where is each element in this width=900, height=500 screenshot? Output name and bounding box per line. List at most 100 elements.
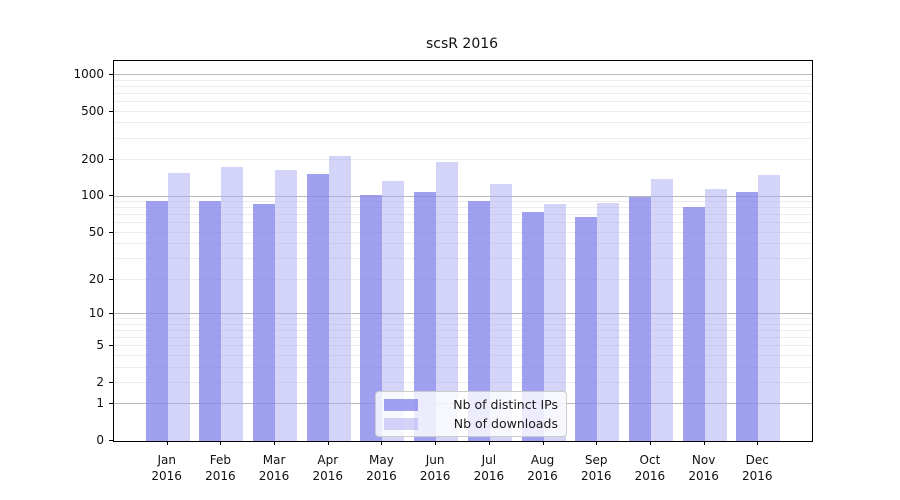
minor-gridline [114, 323, 812, 325]
bar-downloads-oct [650, 178, 673, 441]
y-tick-label-20: 20 [88, 271, 104, 286]
x-tick [435, 441, 437, 445]
minor-gridline [114, 214, 812, 216]
bar-downloads-nov [704, 188, 727, 441]
legend-item-downloads: Nb of downloads [384, 416, 558, 431]
x-tick [327, 441, 329, 445]
bar-downloads-dec [758, 175, 781, 441]
x-tick-label-jan: Jan 2016 [151, 453, 182, 483]
legend-label-distinct-ips: Nb of distinct IPs [453, 397, 558, 412]
y-tick [109, 73, 113, 75]
minor-gridline [114, 366, 812, 368]
x-tick [381, 441, 383, 445]
y-tick [109, 312, 113, 314]
minor-gridline [114, 201, 812, 203]
bar-ips-apr [306, 174, 329, 441]
y-tick [109, 403, 113, 405]
y-tick-label-2: 2 [96, 374, 104, 389]
x-tick-label-jul: Jul 2016 [473, 453, 505, 483]
x-tick [757, 441, 759, 445]
minor-gridline [114, 159, 812, 161]
major-gridline-100 [114, 195, 812, 197]
minor-gridline [114, 381, 812, 383]
minor-gridline [114, 222, 812, 224]
x-tick [542, 441, 544, 445]
minor-gridline [114, 345, 812, 347]
bar-downloads-feb [221, 166, 244, 441]
x-tick [596, 441, 598, 445]
legend: Nb of distinct IPs Nb of downloads [375, 391, 567, 437]
y-tick-label-10: 10 [88, 305, 104, 320]
minor-gridline [114, 336, 812, 338]
y-tick [109, 381, 113, 383]
x-tick-label-apr: Apr 2016 [312, 453, 344, 483]
y-tick-label-1: 1 [96, 396, 104, 411]
minor-gridline [114, 85, 812, 87]
bar-downloads-may [382, 180, 405, 441]
y-tick [109, 278, 113, 280]
bar-downloads-jan [167, 173, 190, 441]
bar-ips-sep [575, 216, 598, 441]
minor-gridline [114, 243, 812, 245]
minor-gridline [114, 92, 812, 94]
bar-ips-oct [628, 196, 651, 441]
minor-gridline [114, 101, 812, 103]
legend-label-downloads: Nb of downloads [453, 416, 558, 431]
bar-downloads-aug [543, 203, 566, 441]
legend-swatch-downloads [384, 417, 418, 430]
x-tick-label-sep: Sep 2016 [580, 453, 612, 483]
y-tick [109, 110, 113, 112]
x-tick [649, 441, 651, 445]
y-tick [109, 345, 113, 347]
x-tick [703, 441, 705, 445]
y-tick-label-50: 50 [88, 224, 104, 239]
bar-ips-jul [467, 200, 490, 441]
minor-gridline [114, 231, 812, 233]
minor-gridline [114, 207, 812, 209]
bar-ips-dec [736, 191, 759, 441]
bar-ips-nov [682, 206, 705, 441]
y-tick [109, 440, 113, 441]
y-tick-label-5: 5 [96, 338, 104, 353]
bar-ips-jan [145, 200, 168, 441]
y-tick [109, 231, 113, 233]
x-tick-label-nov: Nov 2016 [688, 453, 719, 483]
minor-gridline [114, 329, 812, 331]
x-tick-label-feb: Feb 2016 [205, 453, 236, 483]
legend-item-distinct-ips: Nb of distinct IPs [384, 397, 558, 412]
bar-ips-mar [253, 204, 276, 441]
minor-gridline [114, 258, 812, 260]
bar-ips-jun [414, 192, 437, 441]
minor-gridline [114, 110, 812, 112]
y-tick [109, 159, 113, 161]
x-tick-label-aug: Aug 2016 [527, 453, 558, 483]
bar-downloads-jul [489, 184, 512, 441]
y-tick [109, 195, 113, 197]
bar-downloads-sep [597, 202, 620, 441]
x-tick [220, 441, 222, 445]
bar-ips-aug [521, 212, 544, 441]
bar-ips-may [360, 195, 383, 441]
minor-gridline [114, 318, 812, 320]
x-tick [274, 441, 276, 445]
x-tick-label-oct: Oct 2016 [634, 453, 666, 483]
major-gridline-1000 [114, 73, 812, 75]
y-tick-label-100: 100 [81, 188, 104, 203]
y-tick-label-500: 500 [81, 103, 104, 118]
bar-downloads-mar [275, 169, 298, 441]
bar-ips-feb [199, 201, 222, 441]
x-tick-label-may: May 2016 [366, 453, 397, 483]
minor-gridline [114, 278, 812, 280]
plot-area [113, 60, 813, 442]
x-tick-label-mar: Mar 2016 [258, 453, 290, 483]
y-tick-label-200: 200 [81, 152, 104, 167]
x-tick-label-jun: Jun 2016 [419, 453, 451, 483]
x-tick [488, 441, 490, 445]
bar-downloads-apr [328, 156, 351, 441]
legend-swatch-distinct-ips [384, 398, 418, 411]
chart-title: scsR 2016 [425, 36, 499, 52]
minor-gridline [114, 354, 812, 356]
x-tick-label-dec: Dec 2016 [742, 453, 773, 483]
major-gridline-10 [114, 312, 812, 314]
